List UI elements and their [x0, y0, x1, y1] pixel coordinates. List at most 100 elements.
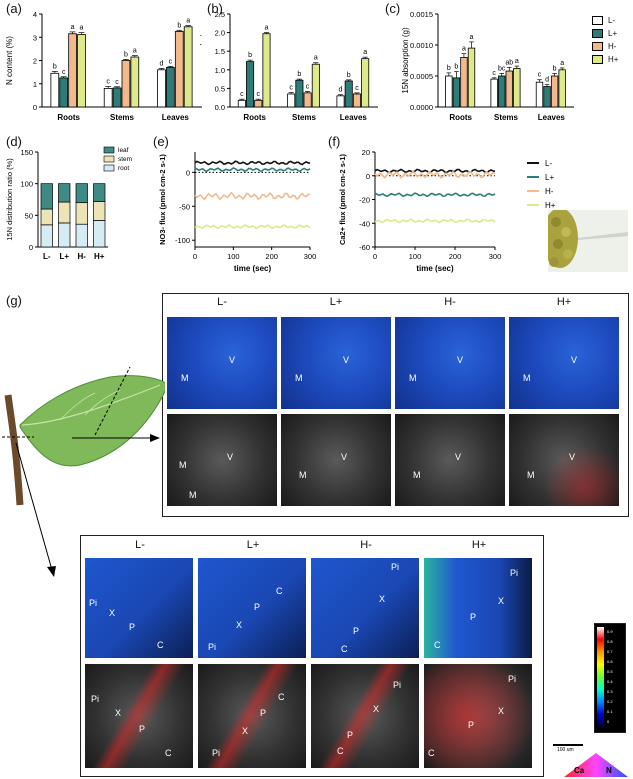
- significance-letter: ab: [505, 59, 513, 66]
- stem-header-l-minus: L-: [135, 539, 145, 551]
- stack-stem-L-: [40, 208, 53, 226]
- color-scale-tick: 0.5: [607, 669, 613, 674]
- significance-letter: b: [347, 72, 351, 79]
- significance-letter: a: [560, 60, 564, 67]
- significance-letter: c: [115, 79, 119, 86]
- significance-letter: b: [177, 22, 181, 29]
- tissue-label: P: [353, 626, 360, 636]
- bar-H+-Leaves: [361, 58, 370, 108]
- series-line-L+: [374, 192, 496, 198]
- ternary-label-n: N: [606, 766, 612, 775]
- significance-letter: b: [248, 52, 252, 59]
- tissue-label: M: [527, 470, 535, 480]
- leaf-map-gray-0: V M M: [167, 414, 277, 506]
- tissue-label: P: [139, 724, 146, 734]
- bar-H--Stems: [505, 70, 513, 108]
- ternary-color-key: Ca N: [564, 753, 628, 777]
- flux-legend-label-l-plus: L+: [545, 173, 554, 182]
- stack-leaf-H-: [75, 183, 88, 204]
- bar-L--Stems: [287, 93, 296, 108]
- x-axis-label: time (sec): [416, 264, 454, 273]
- stack-stem-L+: [58, 201, 71, 224]
- y-tick-label: 0.0005: [410, 72, 433, 81]
- y-tick-label: -40: [359, 219, 370, 228]
- chart-no3-flux: 0 100 200 300 -100 -50 0 time (sec) NO3- flux (p…: [158, 152, 316, 273]
- x-axis-label: time (sec): [234, 264, 272, 273]
- bar-L+-Leaves: [344, 80, 353, 108]
- stem-map-gray-2: Pi X P C: [311, 664, 419, 768]
- stem-arrow: [15, 442, 53, 571]
- bar-H--Roots: [68, 33, 77, 108]
- x-tick-label: L-: [43, 252, 51, 261]
- bar-H--Roots: [460, 57, 468, 108]
- significance-letter: c: [106, 79, 110, 86]
- y-tick-label: 0.0010: [410, 41, 433, 50]
- tissue-label: C: [337, 746, 344, 756]
- stem-map-blue-2: Pi X P C: [311, 558, 419, 658]
- stem-map-gray-1: C P X Pi: [198, 664, 306, 768]
- bar-H--Stems: [303, 92, 312, 108]
- significance-letter: c: [355, 85, 359, 92]
- stack-leaf-L+: [58, 183, 71, 203]
- bar-L--Roots: [445, 75, 453, 108]
- tissue-label: C: [165, 748, 172, 758]
- significance-letter: bc: [498, 66, 506, 73]
- y-tick-label: -50: [179, 202, 190, 211]
- bar-H+-Roots: [77, 34, 86, 108]
- legend-label-stem: stem: [118, 156, 132, 163]
- stem-map-blue-3: Pi X P C: [424, 558, 532, 658]
- tissue-label: P: [254, 602, 261, 612]
- y-tick-label: 0.0: [215, 103, 225, 112]
- significance-letter: b: [53, 63, 57, 70]
- y-tick-label: 1.0: [215, 66, 225, 75]
- tissue-label: X: [109, 608, 116, 618]
- bar-L+-Stems: [112, 87, 122, 108]
- significance-letter: a: [515, 58, 519, 65]
- y-tick-label: 0.5: [215, 84, 225, 93]
- y-tick-label: 0.0015: [410, 10, 433, 19]
- y-axis-label: Ca2+ flux (pmol cm-2 s-1): [338, 153, 347, 245]
- legend-swatch-root: [103, 164, 115, 172]
- flux-legend: L- L+ H- H+: [527, 159, 556, 210]
- significance-letter: c: [169, 58, 173, 65]
- y-tick-label: 0: [186, 168, 190, 177]
- significance-letter: a: [80, 25, 84, 32]
- stem-map-gray-0: Pi X P C: [85, 664, 193, 768]
- bar-H--Leaves: [174, 31, 184, 108]
- tissue-label: X: [373, 704, 380, 714]
- significance-letter: a: [265, 25, 269, 32]
- color-scale-tick: 0.1: [607, 709, 613, 714]
- bar-H+-Roots: [262, 33, 271, 108]
- bar-L--Leaves: [336, 95, 345, 108]
- y-tick-label: 0.0000: [410, 103, 433, 112]
- stem-header-l-plus: L+: [246, 539, 260, 551]
- x-tick-label: Roots: [449, 113, 472, 122]
- x-tick-label: 100: [409, 252, 422, 261]
- series-line-H-: [374, 170, 496, 179]
- tissue-label: X: [242, 726, 249, 736]
- bar-H+-Stems: [513, 68, 521, 108]
- x-tick-label: H+: [94, 252, 105, 261]
- leaf-header-l-plus: L+: [329, 296, 343, 308]
- y-axis-label: NO3- flux (pmol cm-2 s-1): [158, 154, 167, 245]
- bar-L--Stems: [103, 88, 113, 108]
- tissue-label: P: [347, 730, 354, 740]
- significance-letter: a: [133, 48, 137, 55]
- significance-letter: a: [363, 49, 367, 56]
- panel-label-b: (b): [207, 1, 223, 16]
- scale-bar: [553, 744, 583, 746]
- series-line-L+: [194, 167, 311, 173]
- color-scale-tick: 0.2: [607, 699, 613, 704]
- y-axis-label: 15N distribution ratio (%): [5, 158, 14, 241]
- color-scale-tick: 0.8: [607, 639, 613, 644]
- y-axis-label: 15N absorption (g): [401, 27, 410, 94]
- bar-H+-Roots: [467, 47, 476, 108]
- x-tick-label: Roots: [243, 113, 266, 122]
- tissue-label: C: [276, 586, 283, 596]
- y-tick-label: -60: [359, 243, 370, 252]
- significance-letter: a: [470, 34, 474, 41]
